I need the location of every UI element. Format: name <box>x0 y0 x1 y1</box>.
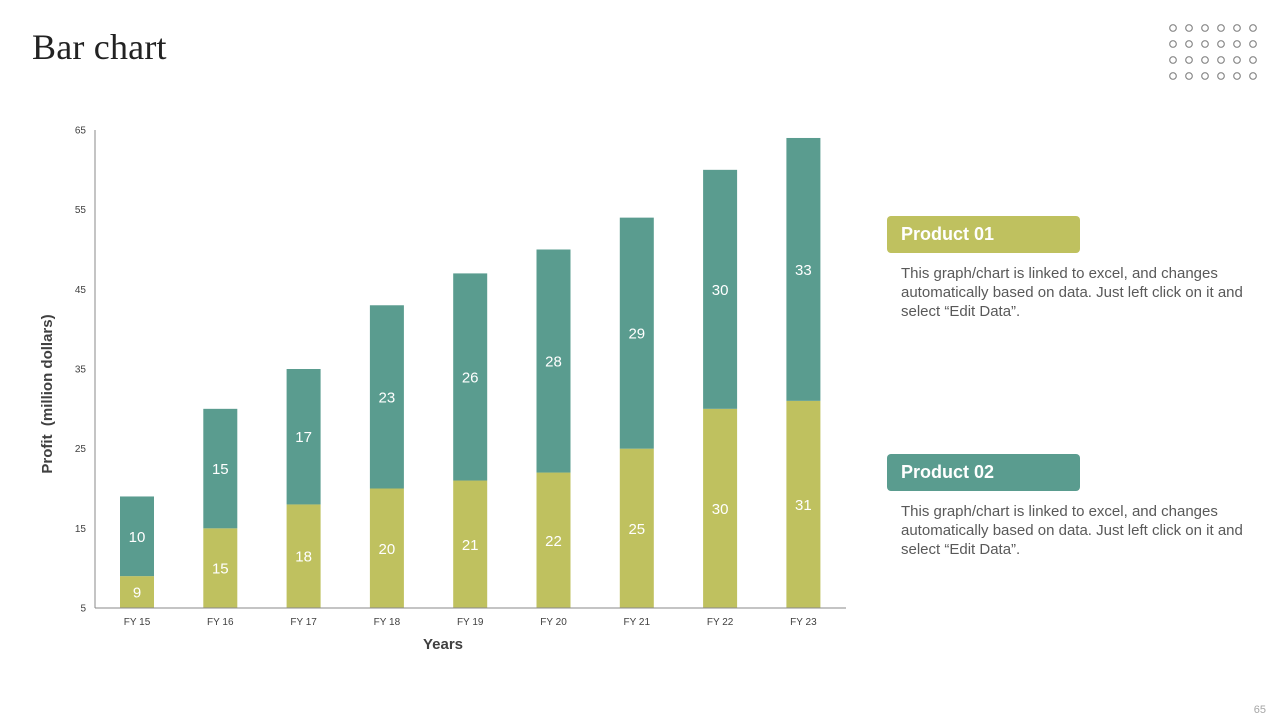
decorative-dot <box>1249 40 1257 48</box>
bar-product-01 <box>536 472 571 608</box>
decorative-dot <box>1249 24 1257 32</box>
bar-product-02 <box>619 217 654 449</box>
data-label-product-02: 29 <box>628 326 645 343</box>
data-label-product-01: 18 <box>295 549 312 566</box>
decorative-dot <box>1201 40 1209 48</box>
data-label-product-02: 15 <box>212 461 229 478</box>
legend-product-02-description: This graph/chart is linked to excel, and… <box>901 503 1243 558</box>
x-tick-label: FY 19 <box>457 617 484 628</box>
data-label-product-01: 25 <box>628 521 645 538</box>
page-title: Bar chart <box>32 27 167 67</box>
y-tick-label: 55 <box>75 205 87 216</box>
data-label-product-01: 31 <box>795 497 812 514</box>
y-tick-label: 35 <box>75 365 87 376</box>
data-label-product-01: 22 <box>545 533 562 550</box>
y-tick-label: 45 <box>75 285 87 296</box>
decorative-dot <box>1233 24 1241 32</box>
bar-product-02 <box>369 305 404 489</box>
bar-product-02 <box>786 137 821 401</box>
decorative-dot <box>1185 40 1193 48</box>
decorative-dot <box>1185 72 1193 80</box>
bar-product-02 <box>536 249 571 473</box>
decorative-dot <box>1201 56 1209 64</box>
bar-product-02 <box>120 496 154 577</box>
x-tick-label: FY 20 <box>540 617 567 628</box>
data-label-product-01: 9 <box>133 585 141 602</box>
bar-product-01 <box>619 448 654 608</box>
x-tick-label: FY 21 <box>624 617 651 628</box>
x-tick-label: FY 16 <box>207 617 234 628</box>
decorative-dot <box>1201 72 1209 80</box>
decorative-dot <box>1185 56 1193 64</box>
data-label-product-02: 10 <box>129 529 146 546</box>
data-label-product-01: 30 <box>712 501 729 518</box>
bar-product-01 <box>453 480 488 608</box>
x-tick-label: FY 18 <box>374 617 401 628</box>
decorative-dot <box>1233 40 1241 48</box>
data-label-product-02: 28 <box>545 354 562 371</box>
x-tick-label: FY 23 <box>790 617 817 628</box>
legend-product-01-label: Product 01 <box>887 216 1080 253</box>
bar-product-01 <box>286 504 321 608</box>
y-tick-label: 5 <box>80 604 86 615</box>
data-label-product-01: 21 <box>462 537 479 554</box>
y-tick-label: 65 <box>75 126 87 137</box>
decorative-dot <box>1233 72 1241 80</box>
bar-product-01 <box>203 528 238 608</box>
decorative-dot <box>1217 72 1225 80</box>
bar-product-01 <box>703 408 738 608</box>
data-label-product-02: 33 <box>795 262 812 279</box>
y-tick-label: 25 <box>75 444 87 455</box>
bar-product-02 <box>286 369 321 505</box>
data-label-product-02: 30 <box>712 282 729 299</box>
bar-product-01 <box>369 488 404 608</box>
x-axis-title: Years <box>423 636 463 653</box>
y-axis-title: Profit (million dollars) <box>39 314 56 473</box>
decorative-dot <box>1185 24 1193 32</box>
data-label-product-02: 26 <box>462 369 479 386</box>
data-label-product-01: 20 <box>379 541 396 558</box>
y-tick-label: 15 <box>75 524 87 535</box>
bar-product-01 <box>786 400 821 608</box>
decorative-dot <box>1201 24 1209 32</box>
x-tick-label: FY 22 <box>707 617 734 628</box>
decorative-dot <box>1169 40 1177 48</box>
x-tick-label: FY 15 <box>124 617 151 628</box>
decorative-dot <box>1249 56 1257 64</box>
decorative-dot <box>1169 24 1177 32</box>
bar-product-02 <box>203 408 238 529</box>
legend-product-01-description: This graph/chart is linked to excel, and… <box>901 265 1243 320</box>
decorative-dot <box>1249 72 1257 80</box>
data-label-product-02: 17 <box>295 429 312 446</box>
decorative-dot <box>1169 56 1177 64</box>
page-number: 65 <box>1253 704 1266 716</box>
decorative-dot-grid-icon <box>1169 24 1257 80</box>
decorative-dot <box>1217 40 1225 48</box>
decorative-dot <box>1233 56 1241 64</box>
decorative-dot <box>1217 24 1225 32</box>
decorative-dot <box>1217 56 1225 64</box>
bar-product-01 <box>120 576 154 608</box>
data-label-product-02: 23 <box>379 389 396 406</box>
data-label-product-01: 15 <box>212 561 229 578</box>
x-tick-label: FY 17 <box>290 617 317 628</box>
bar-product-02 <box>453 273 488 481</box>
bar-product-02 <box>703 169 738 409</box>
decorative-dot <box>1169 72 1177 80</box>
legend-product-02-label: Product 02 <box>887 454 1080 491</box>
